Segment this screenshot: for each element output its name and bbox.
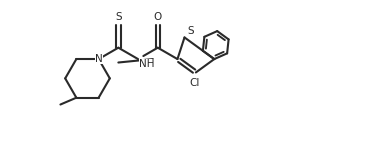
Text: S: S — [187, 26, 194, 36]
Text: S: S — [115, 12, 122, 22]
Text: N: N — [95, 54, 103, 64]
Text: NH: NH — [140, 59, 155, 69]
Text: O: O — [154, 12, 162, 22]
Text: Cl: Cl — [189, 78, 200, 88]
